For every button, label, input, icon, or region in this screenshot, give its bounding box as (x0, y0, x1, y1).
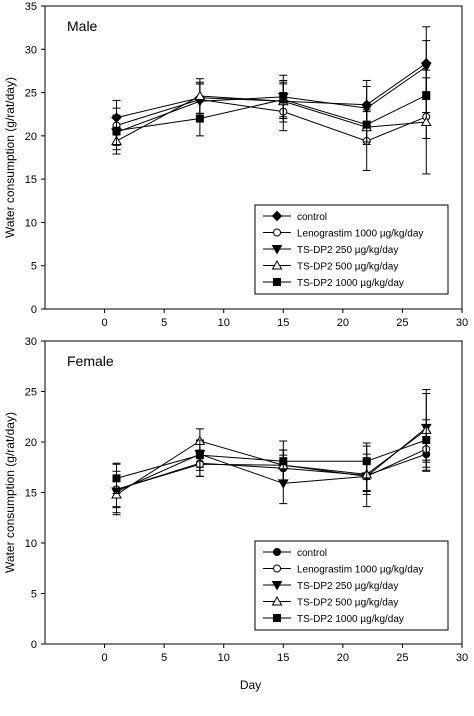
data-point (362, 457, 371, 466)
y-tick-label: 15 (25, 174, 37, 186)
series-3 (111, 393, 432, 508)
x-tick-label: 15 (277, 317, 289, 329)
plot-frame (44, 5, 463, 310)
series-3 (111, 40, 432, 151)
data-point (271, 259, 283, 270)
series-line (116, 66, 427, 133)
legend-label: TS-DP2 1000 µg/kg/day (297, 278, 404, 289)
series-5 (112, 77, 431, 146)
series-line (116, 98, 427, 142)
x-tick-label: 10 (218, 317, 230, 329)
chart-panel-1: 0 5 10 15 20 25 30 0 5 10 15 20 25 30 35 Water consumpt… (3, 1, 468, 329)
y-tick-label: 0 (31, 639, 37, 651)
series-2 (112, 430, 431, 509)
legend-item-1: control (263, 548, 327, 559)
data-point (422, 91, 431, 100)
data-point (273, 614, 281, 622)
series-line (116, 453, 427, 490)
series-line (116, 429, 427, 495)
x-tick-label: 30 (456, 652, 468, 664)
data-point (194, 90, 206, 101)
chart-panel-2: 0 5 10 15 20 25 30 0 5 10 15 20 25 30 Water consumptio… (3, 336, 468, 692)
legend-item-2: Lenograstim 1000 µg/kg/day (263, 564, 423, 576)
legend-item-2: Lenograstim 1000 µg/kg/day (263, 228, 423, 240)
y-tick-label: 5 (31, 261, 37, 273)
x-tick-label: 10 (218, 652, 230, 664)
x-tick-label: 25 (396, 317, 408, 329)
data-point (273, 564, 281, 573)
y-tick-label: 20 (25, 437, 37, 449)
data-point (271, 210, 283, 222)
data-point (273, 548, 281, 556)
legend-label: Lenograstim 1000 µg/kg/day (297, 565, 423, 576)
data-point (112, 474, 121, 483)
y-axis-label: Water consumption (g/rat/day) (3, 412, 17, 573)
legend-label: Lenograstim 1000 µg/kg/day (297, 229, 423, 240)
data-point (195, 114, 204, 123)
legend-label: TS-DP2 1000 µg/kg/day (297, 614, 404, 625)
data-point (420, 62, 432, 73)
data-point (422, 435, 431, 444)
y-tick-label: 35 (25, 1, 37, 13)
y-tick-label: 10 (25, 217, 37, 229)
y-tick-label: 25 (25, 387, 37, 399)
data-point (420, 116, 432, 127)
x-axis-label: Day (240, 678, 261, 692)
series-4 (111, 388, 432, 514)
y-tick-label: 10 (25, 538, 37, 550)
y-tick-label: 5 (31, 589, 37, 601)
data-point (279, 457, 288, 466)
x-tick-label: 25 (396, 652, 408, 664)
data-point (195, 451, 204, 460)
legend: control Lenograstim 1000 µg/kg/day TS-DP2 … (254, 540, 449, 631)
data-point (271, 581, 283, 591)
series-4 (111, 69, 432, 175)
legend-label: control (297, 212, 327, 223)
y-tick-label: 30 (25, 336, 37, 348)
legend-item-1: control (263, 210, 327, 223)
series-1 (111, 26, 432, 136)
legend-item-5: TS-DP2 1000 µg/kg/day (263, 614, 404, 625)
y-tick-label: 30 (25, 44, 37, 56)
y-tick-label: 25 (25, 88, 37, 100)
series-line (116, 427, 427, 492)
panel-title: Female (67, 353, 114, 369)
data-point (111, 489, 122, 499)
series-5 (112, 419, 431, 495)
y-tick-label: 20 (25, 131, 37, 143)
data-point (362, 120, 371, 129)
data-point (271, 245, 283, 255)
y-tick-label: 0 (31, 304, 37, 316)
legend: control Lenograstim 1000 µg/kg/day TS-DP2 … (254, 204, 449, 295)
y-axis-label: Water consumption (g/rat/day) (3, 77, 17, 238)
x-tick-label: 0 (102, 317, 108, 329)
x-tick-label: 20 (337, 317, 349, 329)
legend-item-3: TS-DP2 250 µg/kg/day (263, 245, 398, 256)
data-point (271, 595, 283, 606)
data-point (279, 95, 288, 104)
data-point (273, 228, 281, 237)
legend-label: TS-DP2 250 µg/kg/day (297, 581, 398, 592)
series-line (116, 439, 427, 479)
legend-label: control (297, 548, 327, 559)
legend-label: TS-DP2 500 µg/kg/day (297, 262, 398, 273)
x-tick-label: 20 (337, 652, 349, 664)
legend-item-5: TS-DP2 1000 µg/kg/day (263, 278, 404, 289)
panel-title: Male (67, 18, 98, 34)
x-tick-label: 0 (102, 652, 108, 664)
x-tick-label: 5 (161, 317, 167, 329)
legend-label: TS-DP2 500 µg/kg/day (297, 598, 398, 609)
data-point (112, 126, 121, 135)
series-line (116, 448, 427, 490)
legend-item-4: TS-DP2 500 µg/kg/day (263, 595, 398, 609)
y-tick-label: 15 (25, 488, 37, 500)
legend-label: TS-DP2 250 µg/kg/day (297, 245, 398, 256)
legend-item-3: TS-DP2 250 µg/kg/day (263, 581, 398, 592)
legend-item-4: TS-DP2 500 µg/kg/day (263, 259, 398, 273)
x-tick-label: 15 (277, 652, 289, 664)
x-tick-label: 5 (161, 652, 167, 664)
x-tick-label: 30 (456, 317, 468, 329)
data-point (273, 278, 281, 286)
